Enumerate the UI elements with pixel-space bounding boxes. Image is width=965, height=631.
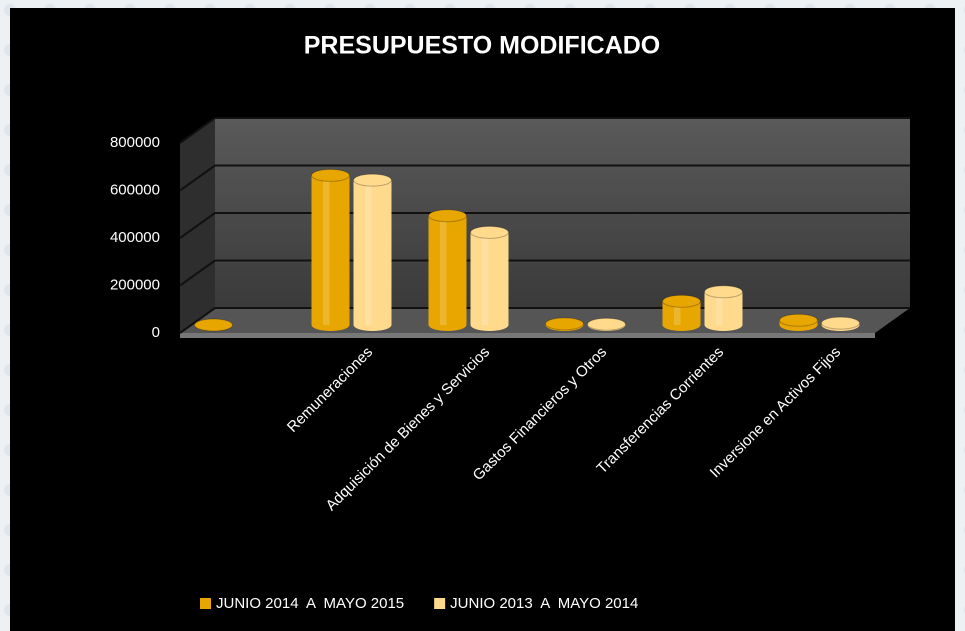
bar bbox=[821, 316, 860, 331]
legend-swatch bbox=[200, 598, 211, 609]
bar-top bbox=[353, 173, 392, 187]
bar-body bbox=[353, 180, 392, 325]
bar-top bbox=[821, 316, 860, 330]
bar bbox=[704, 285, 743, 331]
y-tick-label: 0 bbox=[152, 324, 160, 341]
bar bbox=[662, 294, 701, 331]
bar-body bbox=[662, 301, 701, 325]
y-tick-label: 200000 bbox=[110, 276, 160, 293]
grid-line bbox=[179, 259, 216, 287]
bar-shine bbox=[673, 301, 681, 325]
bar-top bbox=[662, 294, 701, 308]
bar-base bbox=[704, 319, 743, 331]
bar-top bbox=[545, 317, 584, 331]
bar-shine bbox=[322, 175, 330, 325]
y-tick-label: 600000 bbox=[110, 181, 160, 198]
grid-line bbox=[179, 212, 216, 239]
bar-shine bbox=[364, 180, 372, 325]
bar bbox=[194, 318, 233, 332]
bar-top bbox=[311, 168, 350, 182]
bar bbox=[428, 209, 467, 331]
chart-title: PRESUPUESTO MODIFICADO bbox=[304, 32, 661, 60]
bar bbox=[587, 317, 626, 331]
legend-label: JUNIO 2013 A MAYO 2014 bbox=[450, 595, 638, 612]
bar-base bbox=[311, 319, 350, 331]
bar-shine bbox=[439, 215, 447, 325]
bar bbox=[311, 168, 350, 331]
bar bbox=[470, 225, 509, 331]
bar-base bbox=[470, 319, 509, 331]
grid-line bbox=[179, 307, 216, 334]
bar-shine bbox=[715, 291, 723, 325]
bar-base bbox=[662, 319, 701, 331]
grid-line bbox=[179, 164, 216, 192]
bar-top bbox=[587, 317, 626, 331]
bar bbox=[353, 173, 392, 331]
bar-shine bbox=[481, 232, 489, 325]
bar-top bbox=[470, 225, 509, 239]
bar-top bbox=[704, 285, 743, 299]
legend-swatch bbox=[434, 598, 446, 609]
floor-edge bbox=[180, 333, 875, 338]
bar-body bbox=[428, 215, 467, 325]
bar-top bbox=[779, 313, 818, 327]
bar-base bbox=[353, 319, 392, 331]
bar-body bbox=[470, 232, 509, 325]
bar-top bbox=[194, 318, 233, 332]
bar-body bbox=[311, 175, 350, 325]
grid-line bbox=[179, 117, 216, 144]
bar bbox=[545, 317, 584, 331]
y-tick-label: 400000 bbox=[110, 229, 160, 246]
y-tick-label: 800000 bbox=[110, 134, 160, 151]
bar bbox=[779, 313, 818, 331]
legend-label: JUNIO 2014 A MAYO 2015 bbox=[216, 595, 404, 612]
bar-top bbox=[428, 209, 467, 223]
bar-base bbox=[428, 319, 467, 331]
